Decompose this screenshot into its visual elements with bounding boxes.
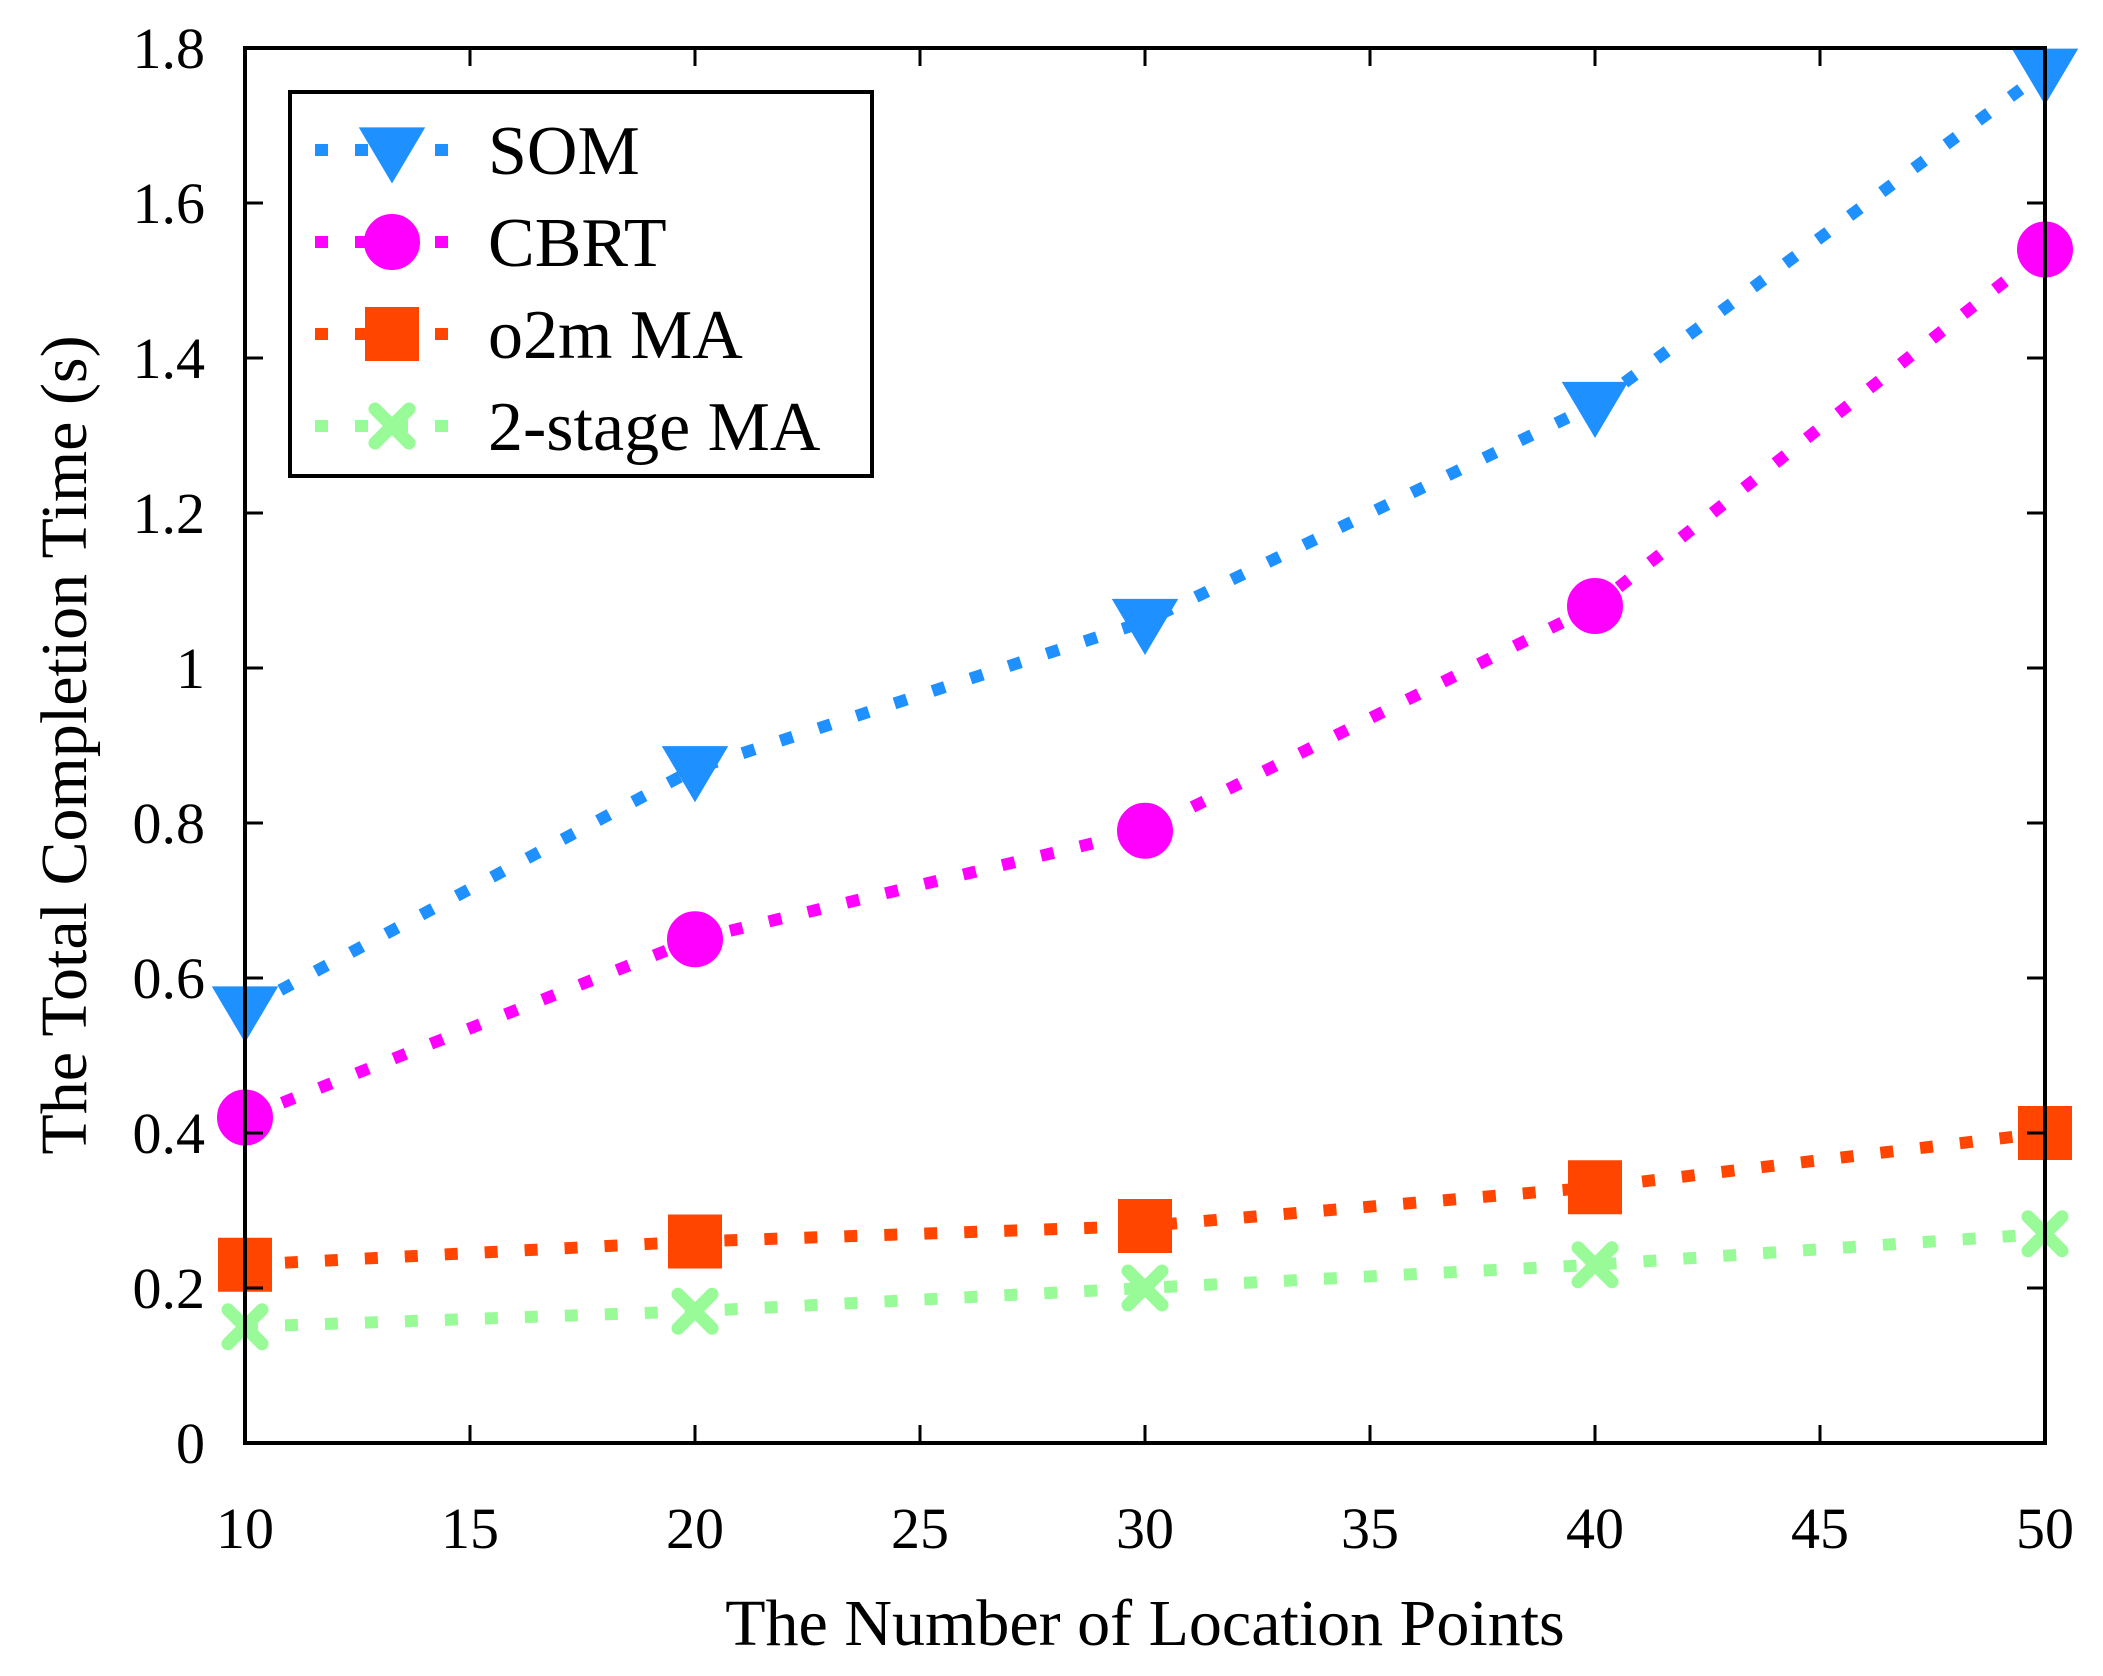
data-point-cbrt-40 [1567,578,1623,634]
x-tick-label: 10 [216,1496,274,1561]
x-tick-label: 50 [2016,1496,2074,1561]
data-point-cbrt-30 [1117,802,1173,859]
x-tick-label: 30 [1116,1496,1174,1561]
x-tick-label: 35 [1341,1496,1399,1561]
legend-entry-o2m-ma: o2m MA [315,297,743,374]
x-tick-label: 15 [441,1496,499,1561]
y-tick-label: 1.2 [133,481,206,546]
y-tick-label: 0.6 [133,946,206,1011]
legend-label-o2m-ma: o2m MA [488,297,743,374]
y-axis-title: The Total Completion Time (s) [28,335,101,1154]
legend-marker-o2m-ma [365,307,419,361]
x-axis-title: The Number of Location Points [725,1587,1565,1660]
legend-label-cbrt: CBRT [488,205,667,282]
ticks-layer: 10 15 20 25 30 35 40 45 50 0 0.2 0.4 0.6 0.8 1 1.2 1.4 1.… [133,16,2075,1561]
x-tick-label: 40 [1566,1496,1624,1561]
legend-entry-cbrt: CBRT [315,205,667,282]
legend-entry-som: SOM [315,113,640,190]
data-point-cbrt-20 [667,911,723,968]
data-point-o2m-ma-40 [1568,1160,1622,1215]
series-o2m-ma [218,1106,2072,1292]
x-tick-label: 45 [1791,1496,1849,1561]
legend-entry-2-stage-ma: 2-stage MA [315,389,821,466]
data-point-som-30 [1111,598,1179,655]
data-point-2-stage-ma-30 [1121,1264,1169,1312]
y-tick-label: 1 [176,636,205,701]
data-point-o2m-ma-20 [668,1214,722,1269]
data-point-som-20 [661,746,729,803]
legend-label-2-stage-ma: 2-stage MA [488,389,821,466]
series-line-cbrt [242,244,2049,1124]
y-tick-label: 1.6 [133,171,206,236]
y-tick-label: 0.8 [133,791,206,856]
legend-entries: SOM CBRT o2m MA 2-stage MA [315,113,821,466]
legend-marker-som [358,127,426,184]
legend-marker-cbrt [364,214,420,270]
y-tick-label: 0.4 [133,1101,206,1166]
data-point-o2m-ma-30 [1118,1199,1172,1253]
legend-label-som: SOM [488,113,640,190]
series-2-stage-ma [221,1210,2069,1351]
legend: SOM CBRT o2m MA 2-stage MA [288,90,874,478]
data-point-2-stage-ma-40 [1571,1241,1619,1289]
data-point-2-stage-ma-20 [671,1287,719,1335]
y-tick-label: 1.4 [133,326,206,391]
y-tick-label: 0.2 [133,1256,206,1321]
y-tick-label: 1.8 [133,16,206,81]
x-tick-label: 20 [666,1496,724,1561]
y-tick-label: 0 [176,1411,205,1476]
series-som [211,48,2079,1043]
x-tick-label: 25 [891,1496,949,1561]
legend-marker-2-stage-ma [368,402,416,450]
data-point-som-40 [1561,381,1629,438]
